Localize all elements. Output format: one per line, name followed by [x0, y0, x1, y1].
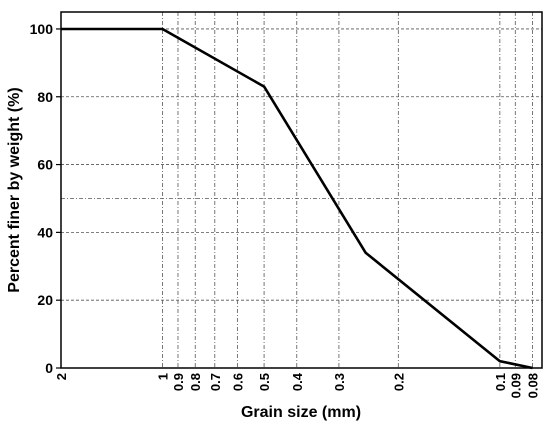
- x-tick-label: 2: [54, 373, 69, 380]
- y-tick-label: 80: [37, 89, 53, 105]
- y-tick-label: 100: [30, 21, 54, 37]
- x-tick-label: 0.09: [508, 373, 523, 398]
- x-tick-label: 0.4: [290, 372, 305, 391]
- x-tick-label: 0.2: [391, 373, 406, 391]
- x-tick-label: 0.3: [332, 373, 347, 391]
- grid-lines: [61, 12, 542, 368]
- x-tick-label: 0.1: [493, 373, 508, 391]
- y-tick-label: 20: [37, 292, 53, 308]
- x-tick-label: 0.7: [208, 373, 223, 391]
- x-tick-label: 0.9: [171, 373, 186, 391]
- y-axis-title: Percent finer by weight (%): [6, 87, 23, 292]
- plot-frame: [60, 11, 543, 369]
- x-axis-title: Grain size (mm): [241, 404, 361, 421]
- tick-labels: 2 1 0.9 0.8 0.7 0.6 0.5 0.4 0.3 0.2 0.1 0.09 0.08 0 20…: [30, 21, 541, 398]
- x-tick-label: 0.5: [257, 373, 272, 391]
- series-layer: [61, 27, 533, 370]
- y-tick-label: 60: [37, 157, 53, 173]
- y-tick-label: 0: [45, 360, 53, 376]
- x-tick-label: 0.6: [230, 373, 245, 391]
- x-tick-label: 0.8: [188, 373, 203, 391]
- x-tick-label: 0.08: [526, 373, 541, 398]
- grain-size-curve: [61, 27, 533, 370]
- y-tick-label: 40: [37, 224, 53, 240]
- x-tick-label: 1: [156, 373, 171, 380]
